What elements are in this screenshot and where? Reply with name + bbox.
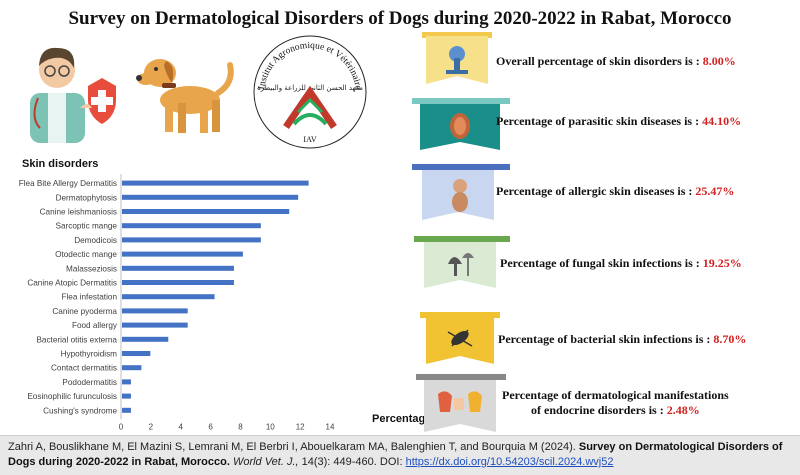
stat-bacterial: Percentage of bacterial skin infections … (410, 310, 800, 366)
microscope-icon (426, 36, 488, 84)
stat-fungal: Percentage of fungal skin infections is … (410, 236, 800, 292)
bar (122, 322, 188, 328)
stat-endocrine: Percentage of dermatological manifestati… (410, 374, 800, 436)
stat-parasitic: Percentage of parasitic skin diseases is… (410, 96, 800, 152)
stat-label-line2-row: of endocrine disorders is : 2.48% (502, 403, 729, 418)
y-axis-title: Skin disorders (22, 158, 99, 170)
bar (122, 351, 151, 356)
category-label: Canine pyoderma (52, 307, 117, 316)
banner-top-bar (416, 374, 506, 380)
x-tick-label: 10 (266, 422, 275, 431)
x-tick-label: 6 (208, 422, 213, 431)
x-tick-label: 2 (149, 422, 154, 431)
stat-value: 8.00% (702, 54, 736, 68)
banner-top-bar (420, 312, 500, 318)
x-tick-label: 4 (178, 422, 183, 431)
tick-icon (420, 104, 500, 150)
stat-label-line2: of endocrine disorders is : (531, 403, 664, 417)
x-tick-label: 14 (326, 422, 335, 431)
stat-value: 8.70% (713, 332, 747, 346)
category-label: Cushing's syndrome (43, 406, 117, 415)
category-label: Demodicois (74, 236, 117, 245)
x-axis-title: Percentage (372, 413, 432, 425)
category-label: Flea Bite Allergy Dermatitis (19, 179, 117, 188)
x-tick-label: 8 (238, 422, 243, 431)
bar (122, 379, 131, 385)
category-label: Contact dermatitis (51, 364, 117, 373)
stat-label: Overall percentage of skin disorders is … (496, 54, 700, 68)
category-label: Dermatophytosis (56, 193, 117, 202)
category-label: Pododermatitis (62, 378, 117, 387)
logo-abbr: IAV (303, 135, 316, 144)
category-label: Bacterial otitis externa (36, 335, 117, 344)
stat-endocrine-text: Percentage of dermatological manifestati… (502, 388, 729, 418)
bar (122, 294, 215, 300)
citation: Zahri A, Bouslikhane M, El Mazini S, Lem… (0, 435, 800, 475)
bar (122, 393, 131, 399)
allergy-icon (422, 170, 494, 220)
category-label: Food allergy (72, 321, 118, 330)
category-label: Eosinophilic furunculosis (27, 392, 117, 401)
veterinarian-illustration (30, 47, 116, 143)
bar (122, 237, 261, 243)
bar (122, 180, 309, 186)
category-label: Hypothyroidism (61, 350, 118, 359)
stat-label: Percentage of bacterial skin infections … (498, 332, 711, 346)
endocrine-icon (424, 380, 496, 432)
x-tick-label: 12 (296, 422, 305, 431)
stat-parasitic-text: Percentage of parasitic skin diseases is… (496, 114, 741, 129)
stat-allergic: Percentage of allergic skin diseases is … (410, 164, 800, 220)
banner-top-bar (412, 98, 510, 104)
stat-value: 25.47% (695, 184, 735, 198)
dog-illustration (136, 59, 234, 133)
bar (122, 265, 234, 271)
bar (122, 251, 243, 257)
bar (122, 209, 290, 214)
stat-value: 2.48% (666, 403, 700, 417)
stat-label-line1: Percentage of dermatological manifestati… (502, 388, 729, 402)
category-label: Sarcoptic mange (56, 222, 118, 231)
bar (122, 407, 131, 413)
banner-top-bar (414, 236, 510, 242)
stat-overall: Overall percentage of skin disorders is … (410, 30, 800, 86)
stat-label: Percentage of fungal skin infections is … (500, 256, 700, 270)
iav-logo: Institut Agronomique et Vétérinaire Hass… (250, 32, 367, 149)
bar (122, 365, 142, 371)
bacteria-icon (426, 318, 494, 364)
fungus-icon (424, 242, 496, 288)
stat-allergic-text: Percentage of allergic skin diseases is … (496, 184, 734, 199)
stat-value: 19.25% (702, 256, 742, 270)
citation-authors: Zahri A, Bouslikhane M, El Mazini S, Lem… (8, 441, 576, 453)
bar-chart: Flea Bite Allergy Dermatitis Dermatophyto… (19, 174, 335, 431)
category-label: Malasseziosis (66, 264, 117, 273)
citation-volume: 14(3): 449-460. DOI: (301, 456, 403, 468)
stat-label: Percentage of parasitic skin diseases is… (496, 114, 700, 128)
bar (122, 280, 234, 285)
citation-journal: World Vet. J., (232, 456, 299, 468)
stat-fungal-text: Percentage of fungal skin infections is … (500, 256, 742, 271)
bar (122, 194, 299, 200)
bar (122, 223, 261, 229)
category-label: Otodectic mange (55, 250, 117, 259)
category-label: Canine Atopic Dermatitis (27, 279, 117, 288)
stat-bacterial-text: Percentage of bacterial skin infections … (498, 332, 746, 347)
stat-label: Percentage of allergic skin diseases is … (496, 184, 693, 198)
citation-doi-link[interactable]: https://dx.doi.org/10.54203/scil.2024.wv… (405, 456, 614, 468)
bar (122, 336, 169, 342)
stat-value: 44.10% (702, 114, 742, 128)
category-label: Canine leishmaniosis (40, 208, 117, 217)
x-tick-label: 0 (119, 422, 124, 431)
stats-panel: Overall percentage of skin disorders is … (410, 30, 800, 435)
category-label: Flea infestation (61, 293, 117, 302)
stat-overall-text: Overall percentage of skin disorders is … (496, 54, 736, 69)
page-title: Survey on Dermatological Disorders of Do… (68, 8, 732, 29)
citation-title: Survey on Dermatological Disorders of Do… (8, 441, 783, 468)
banner-top-bar (422, 32, 492, 38)
banner-top-bar (412, 164, 510, 170)
bar (122, 308, 188, 314)
